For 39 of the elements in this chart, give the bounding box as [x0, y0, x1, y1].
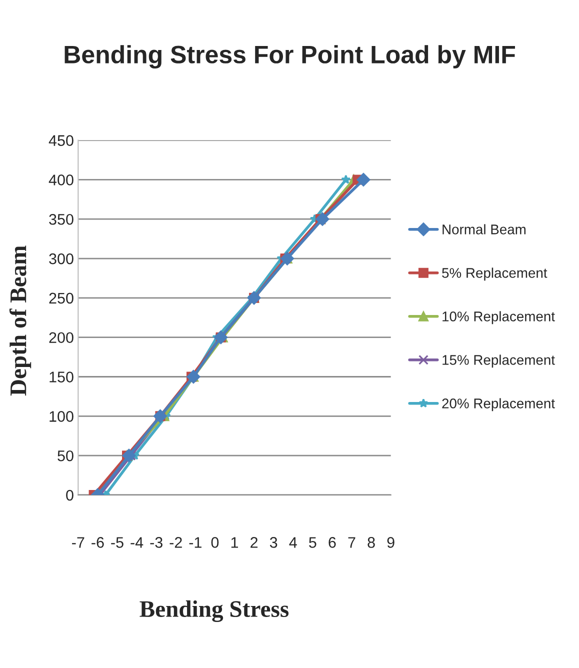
x-tick-label: 7	[348, 537, 356, 548]
x-tick-label: -2	[170, 537, 182, 548]
y-tick-label: 150	[50, 372, 74, 382]
x-axis-title: Bending Stress	[140, 600, 289, 622]
y-tick-label: 200	[49, 332, 74, 344]
x-tick-label: 8	[368, 537, 375, 548]
y-tick-label: 400	[48, 174, 74, 186]
x-tick-label: 6	[328, 537, 336, 548]
legend-label: 5% Replacement	[442, 268, 548, 281]
x-tick-label: -4	[130, 537, 144, 548]
legend-label: 10% Replacement	[442, 311, 555, 324]
x-tick-label: -5	[111, 537, 124, 548]
y-tick-label: 0	[66, 490, 74, 501]
y-tick-label: 100	[50, 411, 74, 422]
x-tick-label: 5	[309, 537, 316, 548]
legend-label: 15% Replacement	[442, 354, 555, 368]
x-tick-label: 4	[289, 537, 297, 548]
x-tick-label: 9	[387, 537, 394, 548]
x-tick-label: -3	[150, 537, 162, 548]
y-axis-title: Depth of Beam	[9, 246, 32, 396]
chart-title: Bending Stress For Point Load by MIF	[64, 45, 515, 68]
point	[122, 448, 136, 462]
point	[341, 174, 351, 184]
legend-label: 20% Replacement	[442, 398, 555, 412]
x-tick-label: 2	[250, 537, 258, 548]
y-tick-label: 250	[49, 292, 74, 304]
y-tick-label: 450	[48, 135, 74, 146]
x-tick-label: 3	[270, 537, 278, 548]
point	[316, 212, 330, 226]
point	[356, 172, 370, 186]
x-tick-label: -1	[189, 537, 202, 548]
y-tick-label: 50	[58, 450, 74, 462]
x-tick-label: -6	[92, 537, 104, 548]
y-tick-label: 300	[49, 253, 74, 264]
x-tick-label: 1	[231, 537, 238, 548]
legend-label: Normal Beam	[442, 224, 526, 234]
x-tick-label: -7	[72, 537, 84, 548]
y-tick-label: 350	[49, 214, 74, 225]
x-tick-label: 0	[211, 537, 219, 548]
